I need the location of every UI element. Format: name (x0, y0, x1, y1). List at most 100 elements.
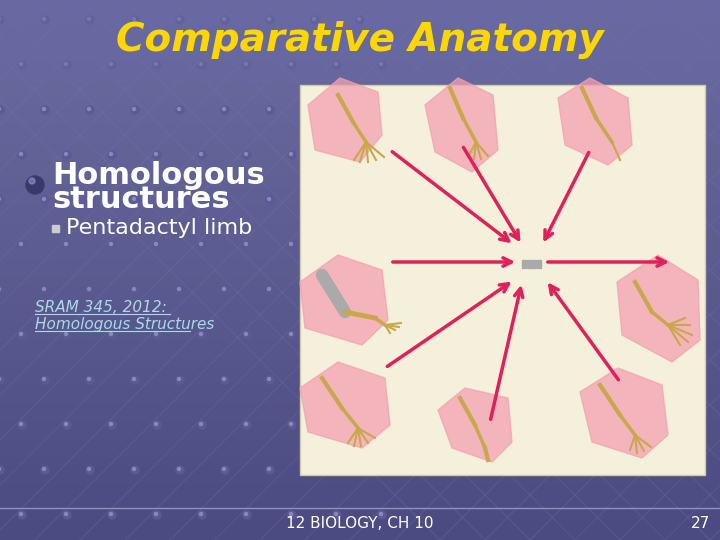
Circle shape (155, 422, 158, 426)
Bar (0, 485, 720, 495)
Circle shape (311, 196, 319, 204)
Circle shape (108, 421, 116, 429)
Bar (0, 188, 720, 198)
Circle shape (86, 466, 94, 474)
Circle shape (178, 17, 181, 21)
Circle shape (289, 422, 292, 426)
Circle shape (88, 377, 91, 381)
Circle shape (358, 287, 361, 291)
Circle shape (155, 242, 158, 246)
Circle shape (221, 376, 229, 384)
Circle shape (19, 63, 22, 65)
Text: Pentadactyl limb: Pentadactyl limb (66, 218, 252, 238)
Polygon shape (580, 368, 668, 458)
Circle shape (155, 512, 158, 516)
Circle shape (155, 63, 158, 65)
Circle shape (26, 176, 44, 194)
FancyBboxPatch shape (300, 85, 705, 475)
Circle shape (42, 198, 45, 200)
Circle shape (198, 511, 206, 519)
Bar (0, 440, 720, 450)
Circle shape (268, 377, 271, 381)
Bar (0, 332, 720, 342)
Circle shape (42, 468, 45, 470)
Circle shape (268, 198, 271, 200)
Circle shape (86, 286, 94, 294)
Circle shape (245, 422, 248, 426)
Bar (0, 71, 720, 81)
Bar (0, 116, 720, 126)
Circle shape (222, 17, 225, 21)
Circle shape (311, 106, 319, 114)
Circle shape (333, 511, 341, 519)
Bar (0, 8, 720, 18)
Circle shape (86, 196, 94, 204)
Bar (0, 341, 720, 351)
Circle shape (131, 16, 139, 24)
Circle shape (221, 106, 229, 114)
Circle shape (178, 468, 181, 470)
Bar (0, 512, 720, 522)
Circle shape (199, 422, 202, 426)
Circle shape (356, 196, 364, 204)
Circle shape (18, 241, 26, 249)
Circle shape (178, 287, 181, 291)
Circle shape (108, 511, 116, 519)
Circle shape (266, 16, 274, 24)
Circle shape (221, 16, 229, 24)
Bar (0, 35, 720, 45)
Bar (0, 368, 720, 378)
Bar (0, 107, 720, 117)
Circle shape (379, 512, 382, 516)
Circle shape (199, 63, 202, 65)
Circle shape (41, 16, 49, 24)
Circle shape (41, 466, 49, 474)
Circle shape (358, 107, 361, 111)
Polygon shape (300, 255, 388, 345)
Circle shape (358, 377, 361, 381)
Text: Homologous Structures: Homologous Structures (35, 318, 215, 333)
Circle shape (42, 17, 45, 21)
Bar (0, 197, 720, 207)
Circle shape (42, 287, 45, 291)
Circle shape (153, 511, 161, 519)
Circle shape (356, 466, 364, 474)
Circle shape (243, 151, 251, 159)
Bar (0, 0, 720, 80)
Bar (0, 134, 720, 144)
Bar (0, 26, 720, 36)
Circle shape (358, 17, 361, 21)
Circle shape (312, 287, 315, 291)
Circle shape (379, 152, 382, 156)
Circle shape (132, 17, 135, 21)
Circle shape (222, 107, 225, 111)
Polygon shape (558, 78, 632, 165)
Circle shape (176, 16, 184, 24)
Circle shape (311, 466, 319, 474)
Circle shape (333, 151, 341, 159)
Circle shape (312, 377, 315, 381)
Bar (0, 413, 720, 423)
Circle shape (176, 466, 184, 474)
Circle shape (19, 422, 22, 426)
Circle shape (266, 466, 274, 474)
Circle shape (155, 152, 158, 156)
Circle shape (88, 287, 91, 291)
Bar (0, 494, 720, 504)
Circle shape (18, 511, 26, 519)
Circle shape (176, 196, 184, 204)
Circle shape (29, 178, 35, 184)
Bar (0, 314, 720, 324)
Circle shape (0, 196, 4, 204)
Circle shape (243, 61, 251, 69)
Polygon shape (438, 388, 512, 462)
Circle shape (199, 333, 202, 335)
Circle shape (289, 63, 292, 65)
Circle shape (176, 106, 184, 114)
Circle shape (333, 421, 341, 429)
Circle shape (335, 242, 338, 246)
Circle shape (312, 17, 315, 21)
Circle shape (378, 151, 386, 159)
Circle shape (88, 468, 91, 470)
Circle shape (266, 286, 274, 294)
